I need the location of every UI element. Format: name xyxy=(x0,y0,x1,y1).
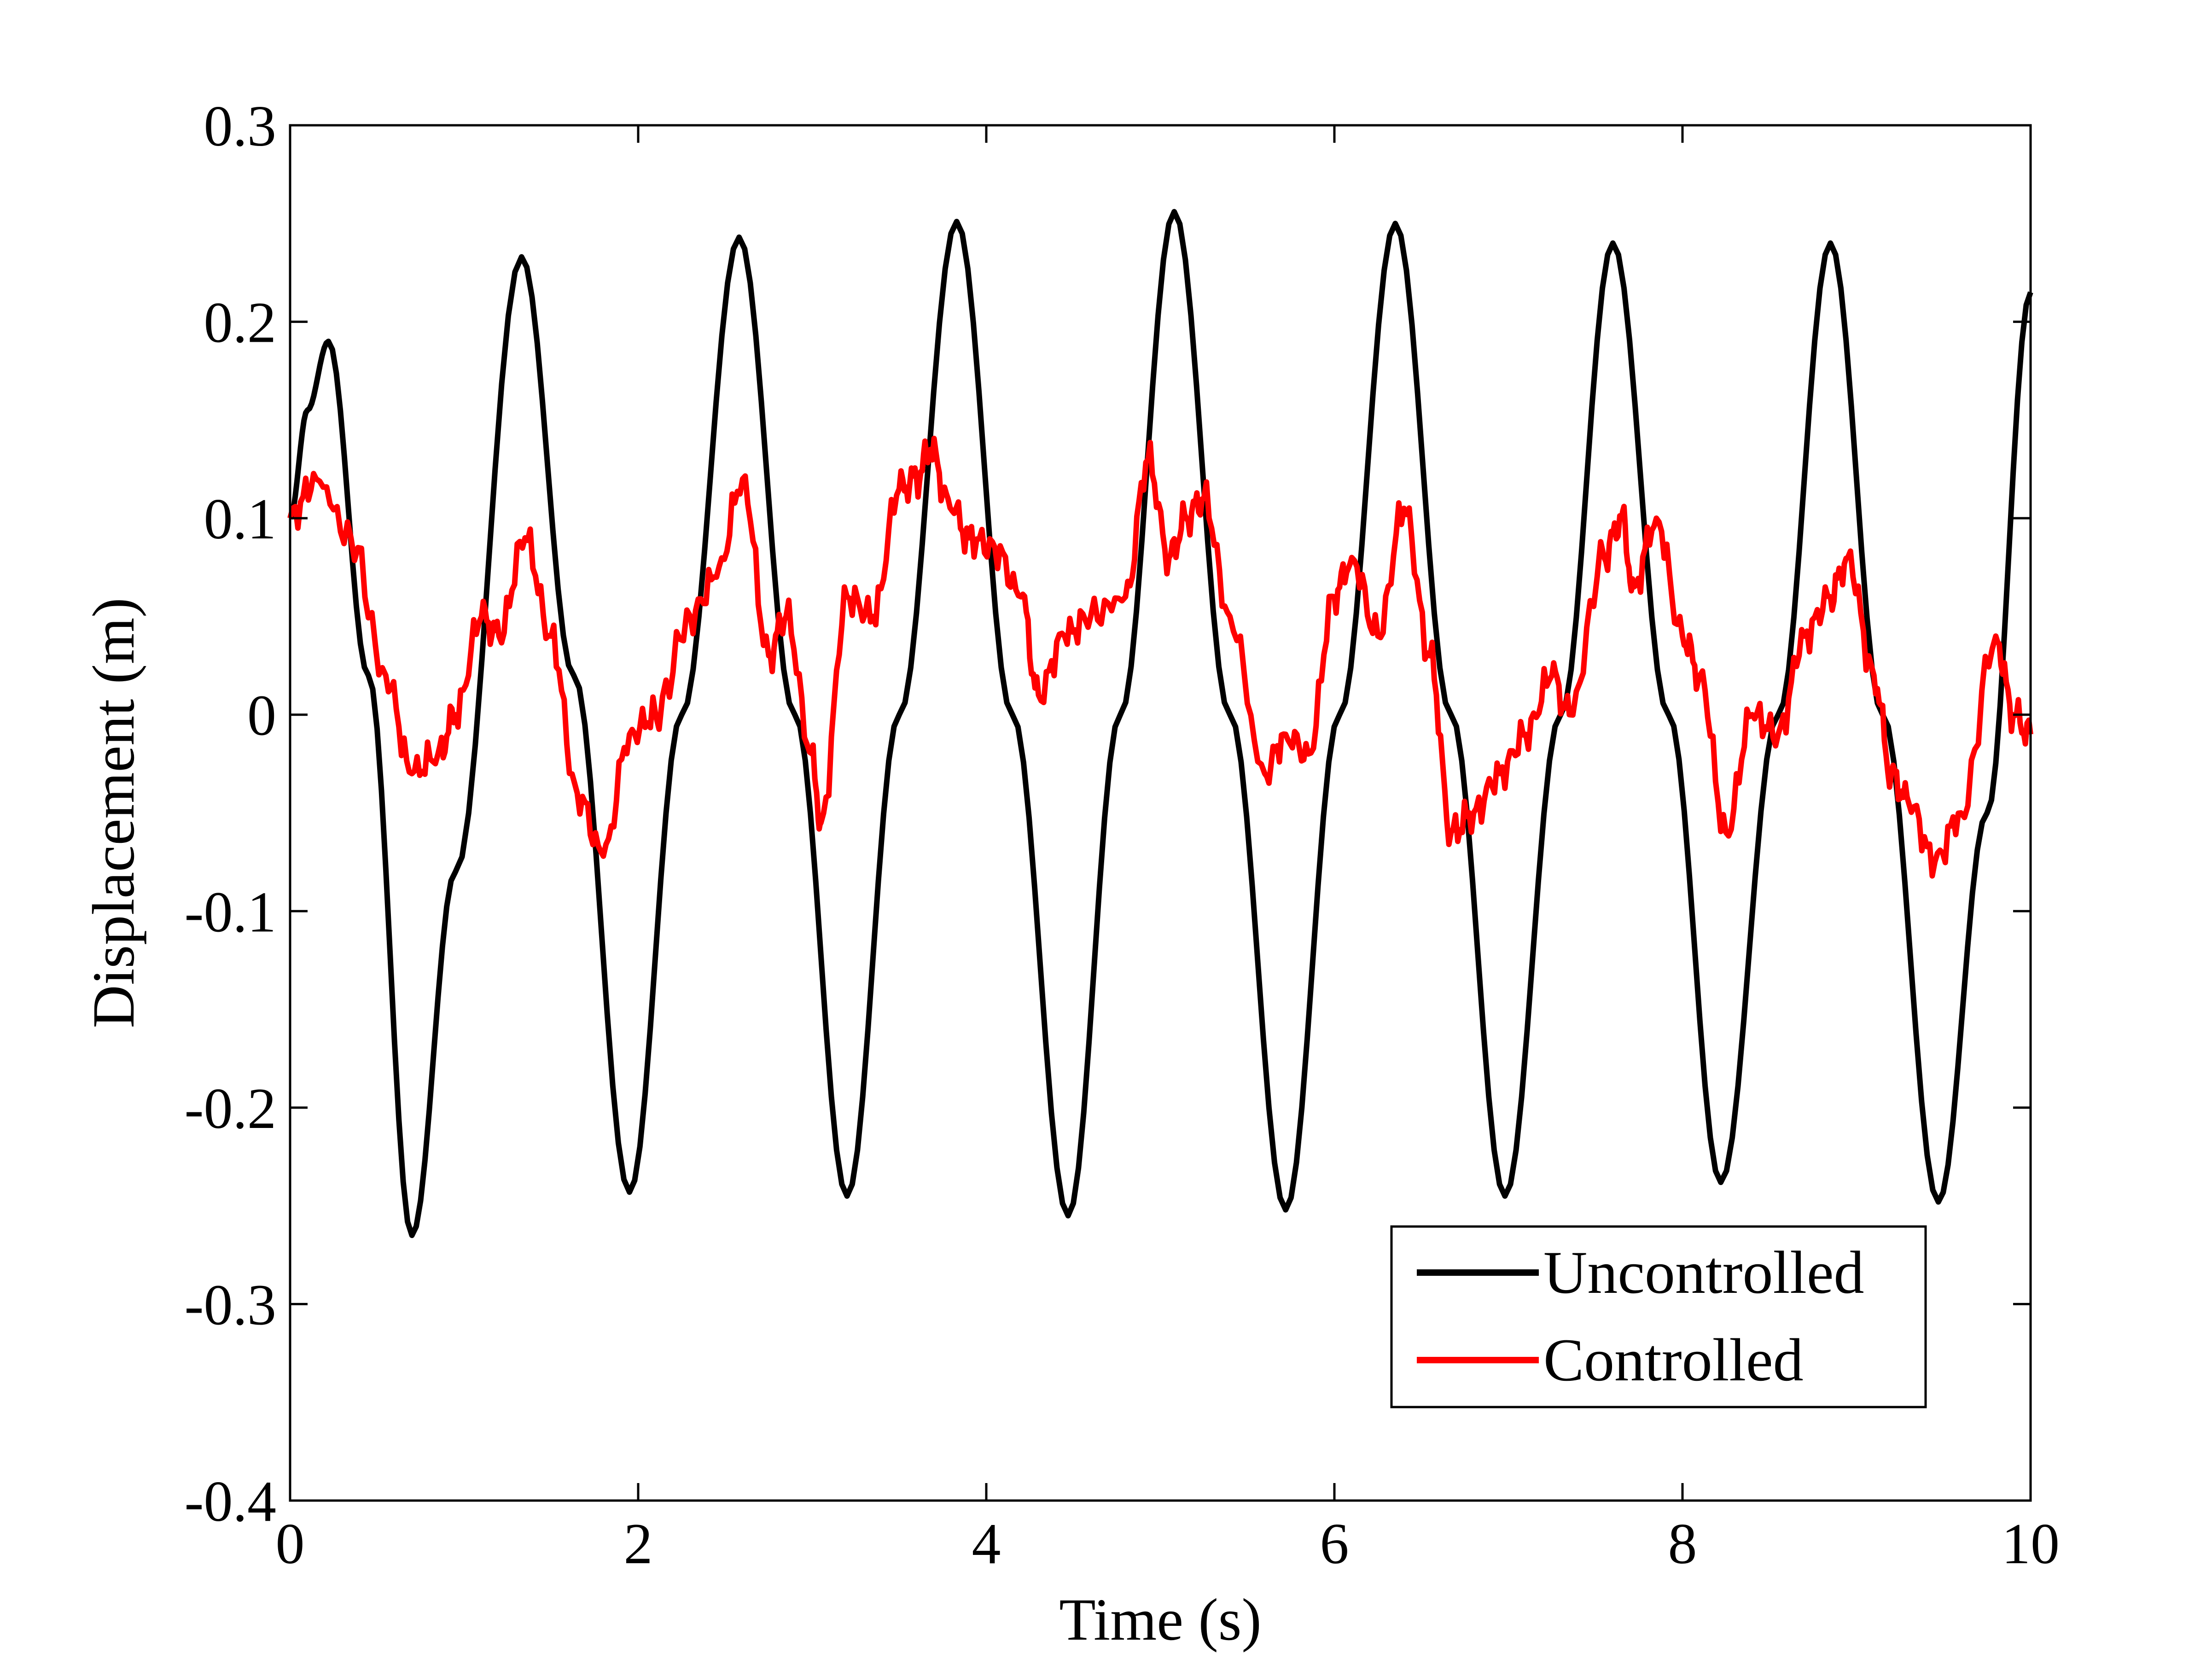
y-tick-label: 0.1 xyxy=(204,487,277,551)
y-tick-label: -0.3 xyxy=(185,1273,276,1337)
legend: Uncontrolled Controlled xyxy=(1390,1225,1927,1408)
x-tick-label: 2 xyxy=(624,1512,653,1576)
x-axis: 0 2 4 6 8 10 xyxy=(276,125,2060,1576)
x-tick-label: 6 xyxy=(1320,1512,1349,1576)
x-axis-title: Time (s) xyxy=(1059,1587,1261,1653)
y-axis-title: Displacement (m) xyxy=(81,598,147,1028)
x-tick-label: 10 xyxy=(2002,1512,2060,1576)
y-tick-label: -0.4 xyxy=(185,1470,276,1534)
legend-label-controlled: Controlled xyxy=(1543,1326,1804,1394)
y-axis: -0.4 -0.3 -0.2 -0.1 0 0.1 0.2 0.3 xyxy=(185,94,2031,1534)
y-tick-label: 0 xyxy=(247,684,276,748)
y-tick-label: 0.2 xyxy=(204,291,277,355)
legend-box xyxy=(1390,1225,1927,1408)
plot-area xyxy=(287,209,2033,1238)
series-line-uncontrolled xyxy=(288,209,2033,1238)
y-tick-label: -0.1 xyxy=(185,880,276,944)
x-tick-label: 0 xyxy=(276,1512,305,1576)
series-line-controlled xyxy=(287,436,2033,879)
x-tick-label: 4 xyxy=(972,1512,1001,1576)
x-tick-label: 8 xyxy=(1668,1512,1697,1576)
plot-frame xyxy=(289,124,2032,1502)
legend-label-uncontrolled: Uncontrolled xyxy=(1543,1238,1864,1306)
y-tick-label: 0.3 xyxy=(204,94,277,158)
y-tick-label: -0.2 xyxy=(185,1077,276,1141)
